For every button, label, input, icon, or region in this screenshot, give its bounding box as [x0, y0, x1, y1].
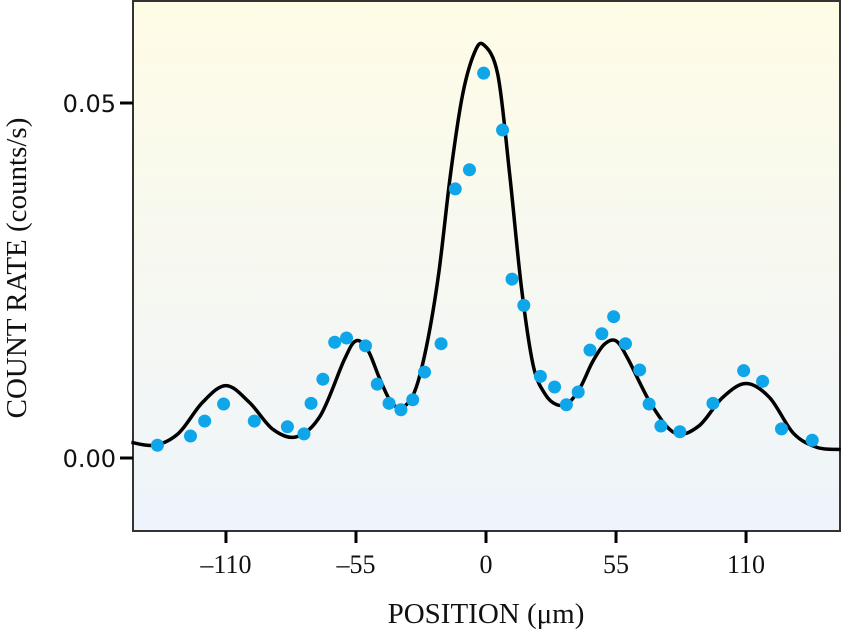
data-point [370, 377, 384, 391]
data-point [496, 123, 510, 137]
data-point [297, 427, 311, 441]
data-point [533, 369, 547, 383]
x-axis-ticks: –110 –55 0 55 110 [199, 531, 765, 579]
data-point [505, 272, 519, 286]
data-point [618, 337, 632, 351]
data-point [633, 363, 647, 377]
data-point [340, 331, 354, 345]
y-tick-label: 0.05 [63, 90, 116, 118]
data-point [462, 163, 476, 177]
y-tick-label: 0.00 [63, 445, 116, 473]
data-point [607, 310, 621, 324]
data-point [756, 374, 770, 388]
data-point [548, 380, 562, 394]
data-point [583, 343, 597, 357]
y-axis-label: COUNT RATE (counts/s) [1, 118, 33, 419]
x-axis-label: POSITION (μm) [388, 598, 585, 630]
data-point [673, 425, 687, 439]
data-point [184, 429, 197, 443]
data-point [418, 365, 432, 379]
data-point [654, 419, 668, 433]
data-point [775, 422, 788, 436]
data-point [559, 398, 573, 412]
data-point [358, 339, 372, 353]
data-point [382, 396, 396, 410]
data-point [150, 438, 164, 452]
data-point [517, 298, 531, 312]
data-point [394, 403, 408, 417]
x-tick-label: –110 [199, 550, 251, 579]
x-tick-label: 110 [727, 550, 765, 579]
data-point [198, 414, 212, 428]
data-point [805, 433, 819, 447]
y-axis-ticks: 0.00 0.05 [63, 90, 133, 473]
x-tick-label: –55 [335, 550, 375, 579]
data-point [571, 385, 585, 399]
data-point [737, 364, 751, 378]
data-point [642, 397, 656, 411]
data-point [316, 372, 330, 386]
data-point [406, 393, 420, 407]
plot-area [132, 0, 841, 532]
data-points [150, 66, 819, 452]
data-point [706, 396, 720, 410]
x-tick-label: 0 [480, 550, 493, 579]
data-point [328, 335, 342, 349]
data-point [434, 337, 448, 351]
data-point [448, 182, 462, 196]
x-tick-label: 55 [603, 550, 629, 579]
data-point [595, 327, 609, 341]
data-point [217, 397, 231, 411]
data-point [247, 414, 261, 428]
data-point [477, 66, 491, 80]
data-point [304, 396, 318, 410]
data-point [280, 420, 294, 434]
